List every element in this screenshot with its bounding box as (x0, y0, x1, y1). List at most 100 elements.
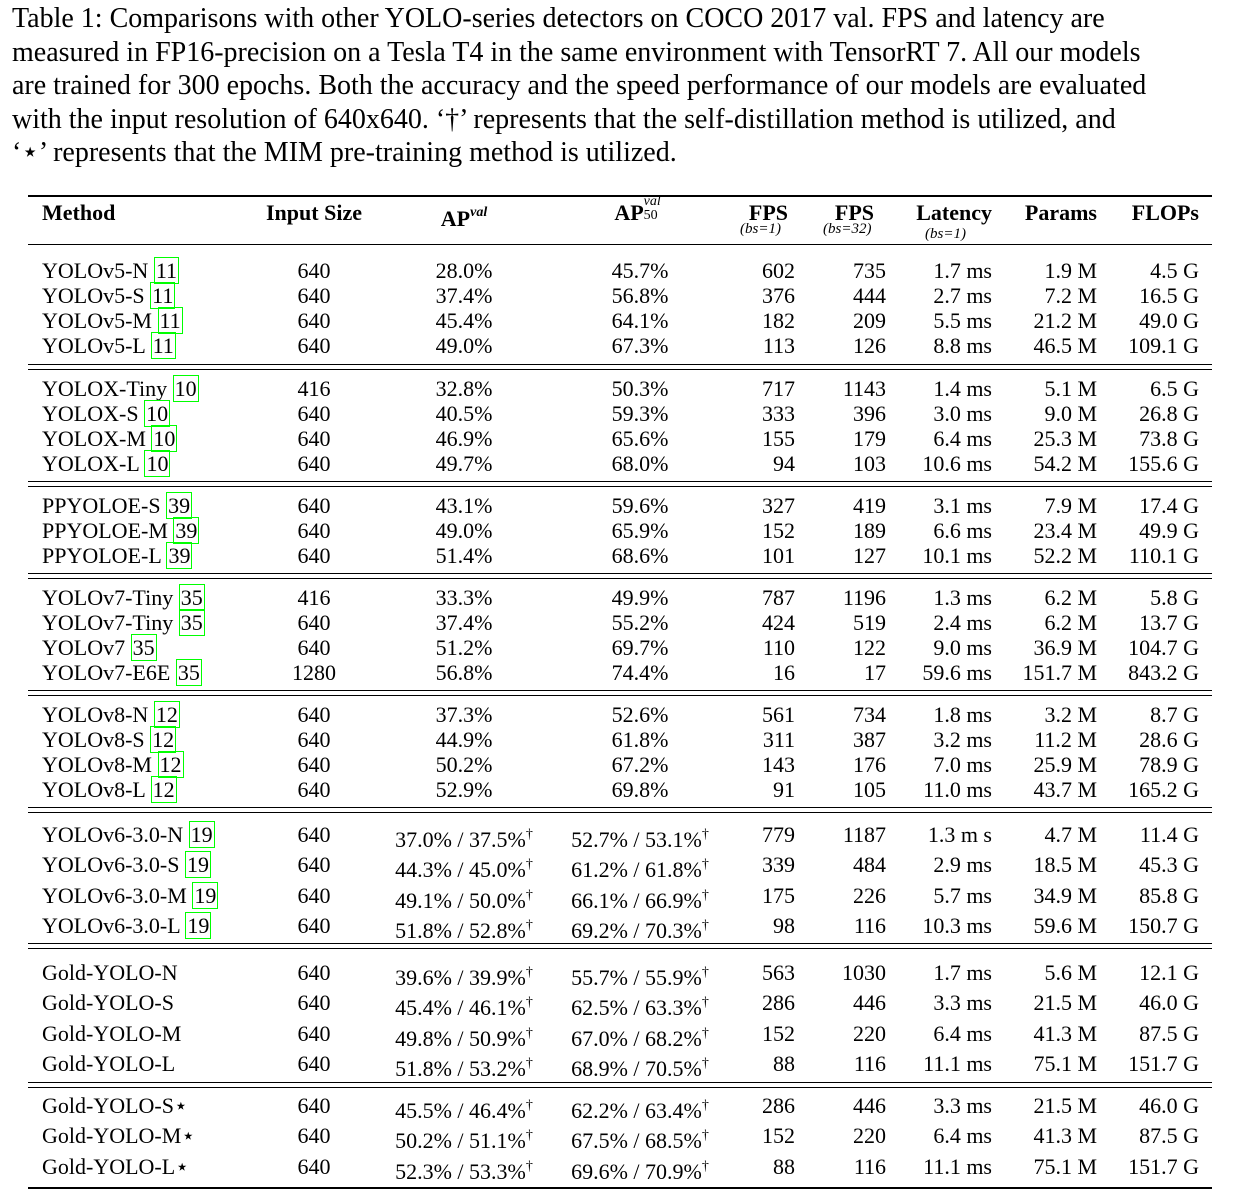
dagger-mark: † (525, 1158, 533, 1174)
ap50-value: 68.6% (611, 543, 669, 568)
ap-value: 28.0% (435, 258, 493, 283)
flops-value: 45.3 G (1139, 852, 1199, 878)
flops-value: 11.4 G (1139, 822, 1199, 847)
header-latency: Latency (916, 200, 992, 225)
header-ap: APval (440, 205, 488, 231)
citation-link[interactable]: 10 (144, 400, 171, 427)
fps32-value: 116 (853, 1153, 886, 1179)
method-name: YOLOv8-L 12 (42, 776, 177, 803)
latency-value: 10.3 ms (922, 912, 992, 938)
citation-link[interactable]: 10 (144, 450, 171, 477)
input-size: 416 (297, 376, 331, 401)
citation-link[interactable]: 35 (130, 634, 157, 661)
citation-link[interactable]: 11 (157, 307, 183, 334)
fps32-value: 209 (853, 308, 886, 333)
latency-value: 6.4 ms (933, 1123, 992, 1149)
citation-link[interactable]: 12 (157, 751, 184, 778)
citation-link[interactable]: 12 (153, 701, 180, 728)
citation-link[interactable]: 19 (185, 851, 211, 879)
params-value: 21.2 M (1033, 308, 1097, 333)
params-value: 75.1 M (1033, 1153, 1097, 1179)
citation-link[interactable]: 39 (166, 542, 193, 569)
group-rule (28, 364, 1212, 365)
params-value: 21.5 M (1033, 1093, 1097, 1118)
ap-value: 51.8% / 52.8%† (395, 917, 533, 943)
fps1-value: 376 (762, 283, 795, 308)
method-name: YOLOv7-E6E 35 (42, 659, 202, 686)
citation-link[interactable]: 12 (150, 726, 177, 753)
citation-link[interactable]: 11 (150, 332, 176, 359)
method-name: YOLOv5-L 11 (42, 332, 176, 359)
fps32-value: 116 (853, 912, 886, 938)
header-fps-bs32: FPS (834, 200, 874, 225)
fps1-value: 424 (762, 610, 795, 635)
ap-value: 49.0% (435, 333, 493, 358)
fps1-value: 286 (762, 990, 795, 1016)
citation-link[interactable]: 19 (192, 881, 219, 909)
input-size: 640 (297, 493, 331, 518)
latency-value: 6.4 ms (933, 426, 992, 451)
citation-link[interactable]: 12 (150, 776, 177, 803)
group-rule (28, 943, 1212, 944)
ap50-value: 45.7% (611, 258, 669, 283)
fps1-value: 110 (762, 635, 795, 660)
ap50-value: 62.5% / 63.3%† (571, 995, 709, 1021)
dagger-mark: † (701, 887, 709, 903)
header-ap50: AP val 50 (520, 194, 760, 225)
citation-link[interactable]: 10 (172, 375, 199, 402)
method-name: PPYOLOE-M 39 (42, 517, 200, 544)
flops-value: 5.8 G (1150, 585, 1199, 610)
latency-value: 3.3 ms (933, 1093, 992, 1118)
citation-link[interactable]: 39 (166, 492, 193, 519)
latency-value: 2.9 ms (933, 852, 992, 878)
flops-value: 4.5 G (1150, 258, 1199, 283)
latency-value: 11.1 ms (923, 1153, 992, 1179)
flops-value: 6.5 G (1150, 376, 1199, 401)
citation-link[interactable]: 10 (151, 425, 178, 452)
ap-value: 50.2% / 51.1%† (395, 1128, 533, 1154)
params-value: 25.9 M (1033, 752, 1097, 777)
params-value: 11.2 M (1034, 727, 1097, 752)
ap50-value: 69.8% (611, 777, 669, 802)
header-flops: FLOPs (1131, 200, 1199, 225)
fps1-value: 333 (762, 401, 795, 426)
params-value: 54.2 M (1033, 451, 1097, 476)
latency-value: 1.3 m s (927, 822, 992, 847)
fps1-value: 143 (762, 752, 795, 777)
ap-value: 43.1% (435, 493, 493, 518)
method-name: YOLOX-L 10 (42, 450, 171, 477)
fps32-value: 419 (853, 493, 886, 518)
flops-value: 12.1 G (1139, 960, 1199, 985)
ap-value: 45.5% / 46.4%† (395, 1098, 533, 1123)
citation-link[interactable]: 35 (175, 659, 202, 686)
dagger-mark: † (525, 1025, 533, 1041)
params-value: 1.9 M (1044, 258, 1097, 283)
flops-value: 87.5 G (1139, 1123, 1199, 1149)
citation-link[interactable]: 11 (150, 282, 176, 309)
citation-link[interactable]: 19 (185, 911, 212, 939)
dagger-mark: † (525, 917, 533, 933)
citation-link[interactable]: 39 (173, 517, 200, 544)
method-name: YOLOv5-M 11 (42, 307, 183, 334)
flops-value: 28.6 G (1139, 727, 1199, 752)
fps1-value: 101 (762, 543, 795, 568)
fps1-value: 787 (762, 585, 795, 610)
latency-value: 3.0 ms (933, 401, 992, 426)
ap-value: 45.4% / 46.1%† (395, 995, 533, 1021)
header-rule (28, 244, 1212, 245)
citation-link[interactable]: 11 (153, 257, 180, 284)
method-name: Gold-YOLO-L⋆ (42, 1153, 189, 1179)
latency-value: 6.4 ms (933, 1020, 992, 1046)
fps32-value: 484 (853, 852, 886, 878)
dagger-mark: † (701, 857, 709, 873)
latency-value: 3.2 ms (933, 727, 992, 752)
latency-value: 9.0 ms (933, 635, 992, 660)
citation-link[interactable]: 19 (188, 821, 215, 848)
citation-link[interactable]: 35 (178, 609, 205, 636)
citation-link[interactable]: 35 (178, 584, 205, 611)
header-latency-sub: (bs=1) (925, 226, 966, 242)
params-value: 9.0 M (1044, 401, 1097, 426)
header-fps-bs1: FPS (748, 200, 788, 225)
group-rule (28, 690, 1212, 691)
ap50-value: 62.2% / 63.4%† (571, 1098, 709, 1123)
